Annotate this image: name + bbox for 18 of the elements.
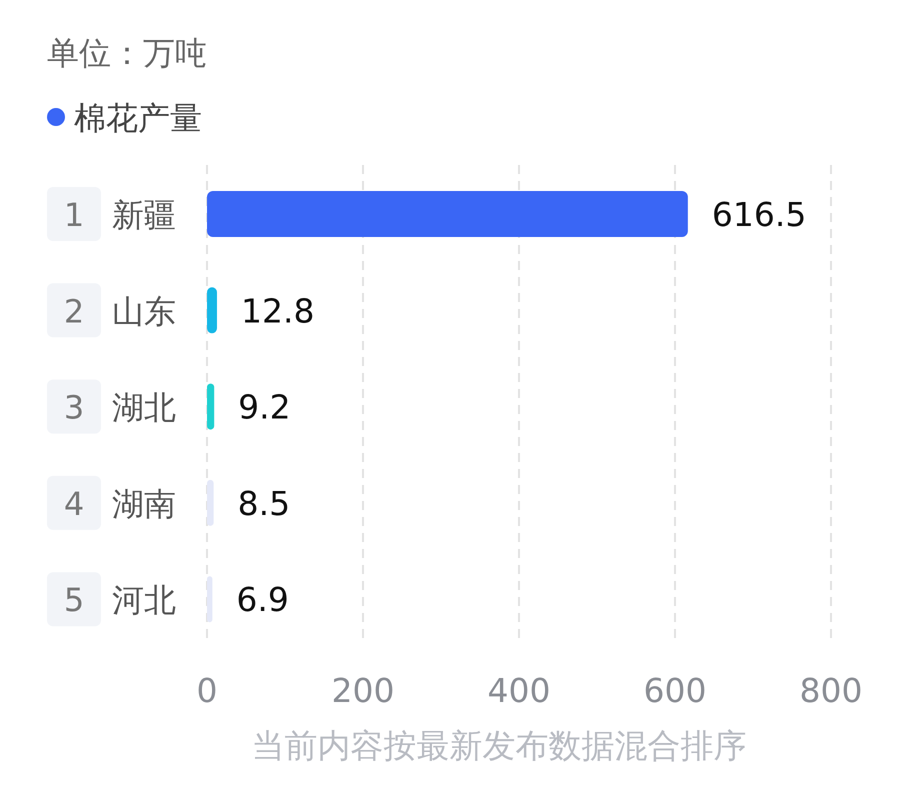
data-label: 6.9	[236, 580, 289, 620]
data-label: 8.5	[238, 484, 290, 523]
x-tick-label: 200	[332, 671, 394, 710]
data-label: 9.2	[238, 388, 291, 427]
x-tick-label: 400	[488, 671, 550, 710]
legend-label: 棉花产量	[74, 99, 202, 137]
x-tick-label: 800	[800, 671, 862, 710]
y-tick-label: 5 河北	[64, 581, 176, 620]
y-tick-label: 3 湖北	[64, 388, 176, 427]
x-tick-label: 600	[644, 671, 706, 710]
y-tick-label: 2 山东	[64, 292, 176, 330]
x-tick-label: 0	[196, 671, 218, 710]
chart-title: 单位：万吨	[47, 34, 207, 72]
data-label: 616.5	[712, 195, 806, 234]
text: 当前内容按最新发布数据混合排序	[252, 726, 746, 765]
y-tick-label: 4 湖南	[64, 484, 176, 523]
data-label: 12.8	[240, 291, 314, 330]
y-tick-label: 1 新疆	[64, 196, 176, 234]
